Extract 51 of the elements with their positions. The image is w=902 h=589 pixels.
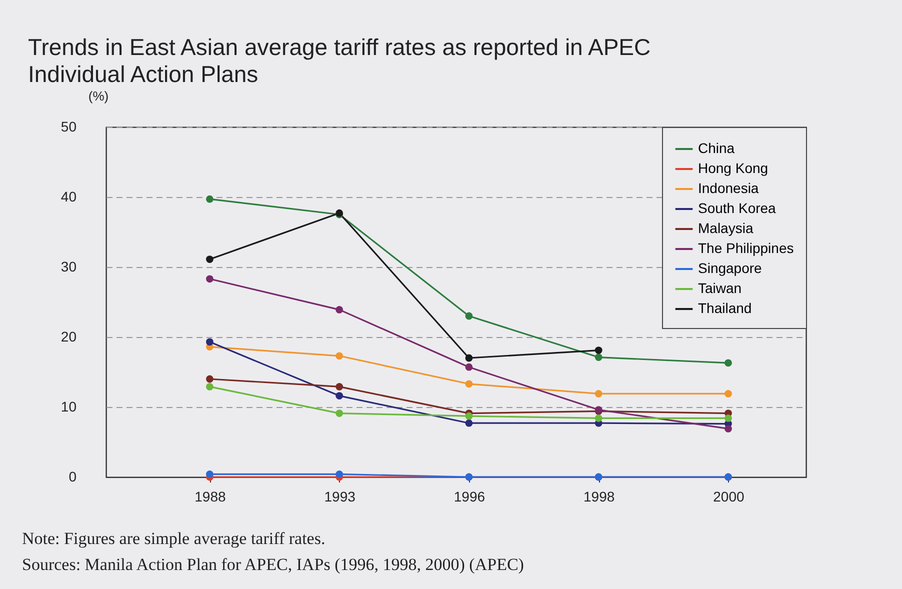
point bbox=[206, 256, 214, 263]
point bbox=[336, 410, 344, 417]
chart-title: Trends in East Asian average tariff rates as reported in APEC Individual Action Plans bbox=[28, 34, 652, 88]
legend-label: Indonesia bbox=[698, 180, 759, 196]
legend-label: The Philippines bbox=[698, 240, 794, 256]
legend-label: Singapore bbox=[698, 260, 762, 276]
point bbox=[206, 470, 214, 478]
y-tick-label: 0 bbox=[68, 468, 77, 484]
point bbox=[336, 306, 344, 314]
point bbox=[465, 312, 473, 320]
point bbox=[724, 425, 732, 432]
legend-label: China bbox=[698, 140, 735, 156]
legend-label: South Korea bbox=[698, 200, 776, 216]
x-tick-label: 2000 bbox=[713, 488, 745, 504]
legend-label: Thailand bbox=[698, 300, 752, 316]
x-tick-label: 1993 bbox=[324, 488, 356, 504]
point bbox=[465, 419, 473, 427]
x-tick-label: 1988 bbox=[194, 488, 226, 504]
point bbox=[336, 392, 344, 400]
point bbox=[465, 412, 473, 420]
point bbox=[724, 414, 732, 422]
point bbox=[465, 354, 473, 362]
y-tick-label: 10 bbox=[60, 398, 77, 414]
y-tick-label: 50 bbox=[60, 118, 77, 134]
point bbox=[206, 375, 214, 383]
y-tick-label: 30 bbox=[60, 258, 77, 274]
point bbox=[206, 338, 214, 346]
x-tick-label: 1998 bbox=[584, 488, 615, 504]
point bbox=[724, 390, 732, 398]
point bbox=[336, 352, 344, 360]
point bbox=[465, 380, 473, 388]
point bbox=[465, 363, 473, 371]
legend-label: Hong Kong bbox=[698, 160, 768, 176]
point bbox=[724, 359, 732, 367]
point bbox=[336, 383, 344, 390]
text: Note: Figures are simple average tariff rates. bbox=[22, 528, 326, 550]
point bbox=[206, 383, 214, 390]
x-tick-label: 1996 bbox=[454, 488, 486, 504]
point bbox=[594, 414, 602, 422]
y-tick-label: 40 bbox=[60, 188, 77, 204]
point bbox=[206, 195, 214, 203]
point bbox=[594, 346, 602, 354]
legend-label: Malaysia bbox=[698, 220, 754, 236]
y-axis-title: (%) bbox=[88, 88, 109, 104]
point bbox=[594, 390, 602, 398]
y-tick-label: 20 bbox=[60, 328, 77, 344]
source-note: Sources: Manila Action Plan for APEC, IAPs (1996, 1998, 2000) (APEC) bbox=[22, 554, 524, 576]
point bbox=[594, 354, 602, 361]
legend-label: Taiwan bbox=[698, 280, 742, 296]
point bbox=[206, 275, 214, 283]
point bbox=[336, 470, 344, 478]
